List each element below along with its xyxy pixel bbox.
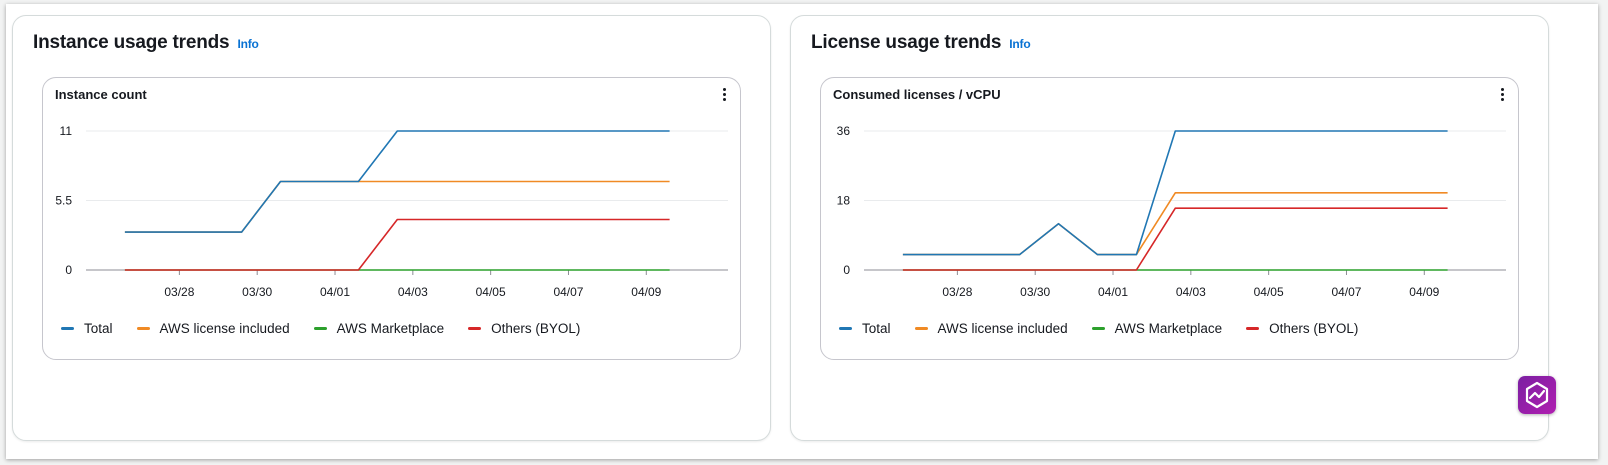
x-tick-label: 04/01 [320, 285, 350, 299]
x-tick-label: 03/30 [242, 285, 272, 299]
legend-item-others-byol[interactable]: Others (BYOL) [468, 321, 580, 336]
legend-item-aws-marketplace[interactable]: AWS Marketplace [1091, 321, 1223, 336]
x-tick-label: 04/01 [1098, 285, 1128, 299]
info-link[interactable]: Info [1009, 37, 1031, 51]
y-tick-label: 0 [843, 263, 850, 277]
legend-swatch [1091, 327, 1105, 330]
legend-label: Total [84, 321, 113, 336]
legend-swatch [313, 327, 327, 330]
y-tick-label: 0 [65, 263, 72, 277]
chart-card: 0 5.5 11 03/28 03/30 04/01 04/03 04/05 04/07 04/0… [42, 77, 741, 360]
legend-swatch [839, 327, 852, 330]
x-tick-label: 03/28 [942, 285, 972, 299]
legend-label: AWS license included [159, 321, 290, 336]
line-chart: 0 5.5 11 03/28 03/30 04/01 04/03 04/05 04/07 04/0… [55, 124, 728, 299]
legend-item-others-byol[interactable]: Others (BYOL) [1246, 321, 1358, 336]
legend-swatch [468, 327, 482, 330]
more-vertical-icon[interactable] [718, 87, 730, 105]
line-chart: 0 18 36 03/28 03/30 04/01 04/03 04/05 04/07 04/09 [837, 124, 1506, 299]
chart-title: Instance count [55, 87, 147, 102]
series-line-aws-license-included [124, 180, 670, 233]
instance-usage-panel: Instance usage trends Info 0 5.5 11 03/28 03/… [12, 15, 771, 441]
series-line-aws-license-included [902, 192, 1448, 256]
panel-title: License usage trends Info [811, 32, 1031, 54]
legend-item-total[interactable]: Total [839, 321, 891, 336]
y-tick-label: 11 [60, 124, 73, 138]
legend-label: AWS Marketplace [336, 321, 445, 336]
legend-label: AWS Marketplace [1114, 321, 1223, 336]
chart-legend: Total AWS license included AWS Marketpla… [61, 321, 580, 336]
x-tick-label: 04/07 [1331, 285, 1361, 299]
panel-title: Instance usage trends Info [33, 32, 259, 54]
series-line-others-byol [124, 218, 670, 271]
y-tick-label: 18 [837, 194, 851, 208]
x-tick-label: 04/03 [398, 285, 428, 299]
legend-item-aws-license-included[interactable]: AWS license included [914, 321, 1068, 336]
chart-title: Consumed licenses / vCPU [833, 87, 1001, 102]
series-line-total [124, 130, 670, 233]
x-tick-label: 03/28 [164, 285, 194, 299]
more-vertical-icon[interactable] [1496, 87, 1508, 105]
dashboard-frame: Instance usage trends Info 0 5.5 11 03/28 03/… [6, 4, 1598, 459]
panel-title-text: License usage trends [811, 32, 1002, 53]
legend-label: Others (BYOL) [491, 321, 581, 336]
x-tick-label: 04/07 [553, 285, 583, 299]
legend-item-total[interactable]: Total [61, 321, 113, 336]
x-tick-label: 04/05 [476, 285, 506, 299]
x-tick-label: 04/05 [1254, 285, 1284, 299]
legend-item-aws-marketplace[interactable]: AWS Marketplace [313, 321, 445, 336]
legend-swatch [1246, 327, 1260, 330]
y-tick-label: 36 [837, 124, 851, 138]
legend-swatch [914, 327, 928, 330]
legend-swatch [136, 327, 150, 330]
x-tick-label: 04/09 [631, 285, 661, 299]
x-tick-label: 03/30 [1020, 285, 1050, 299]
chart-card: 0 18 36 03/28 03/30 04/01 04/03 04/05 04/07 04/09… [820, 77, 1519, 360]
legend-label: AWS license included [937, 321, 1068, 336]
x-tick-label: 04/09 [1409, 285, 1439, 299]
legend-item-aws-license-included[interactable]: AWS license included [136, 321, 290, 336]
x-tick-label: 04/03 [1176, 285, 1206, 299]
license-usage-panel: License usage trends Info 0 18 36 03/28 03/30… [790, 15, 1549, 441]
legend-label: Others (BYOL) [1269, 321, 1359, 336]
series-line-total [902, 130, 1448, 256]
legend-swatch [61, 327, 74, 330]
series-line-others-byol [902, 207, 1448, 271]
chart-legend: Total AWS license included AWS Marketpla… [839, 321, 1358, 336]
assistant-button[interactable] [1518, 376, 1556, 414]
panel-title-text: Instance usage trends [33, 32, 230, 53]
y-tick-label: 5.5 [55, 194, 72, 208]
info-link[interactable]: Info [237, 37, 259, 51]
assistant-icon [1525, 381, 1549, 409]
legend-label: Total [862, 321, 891, 336]
